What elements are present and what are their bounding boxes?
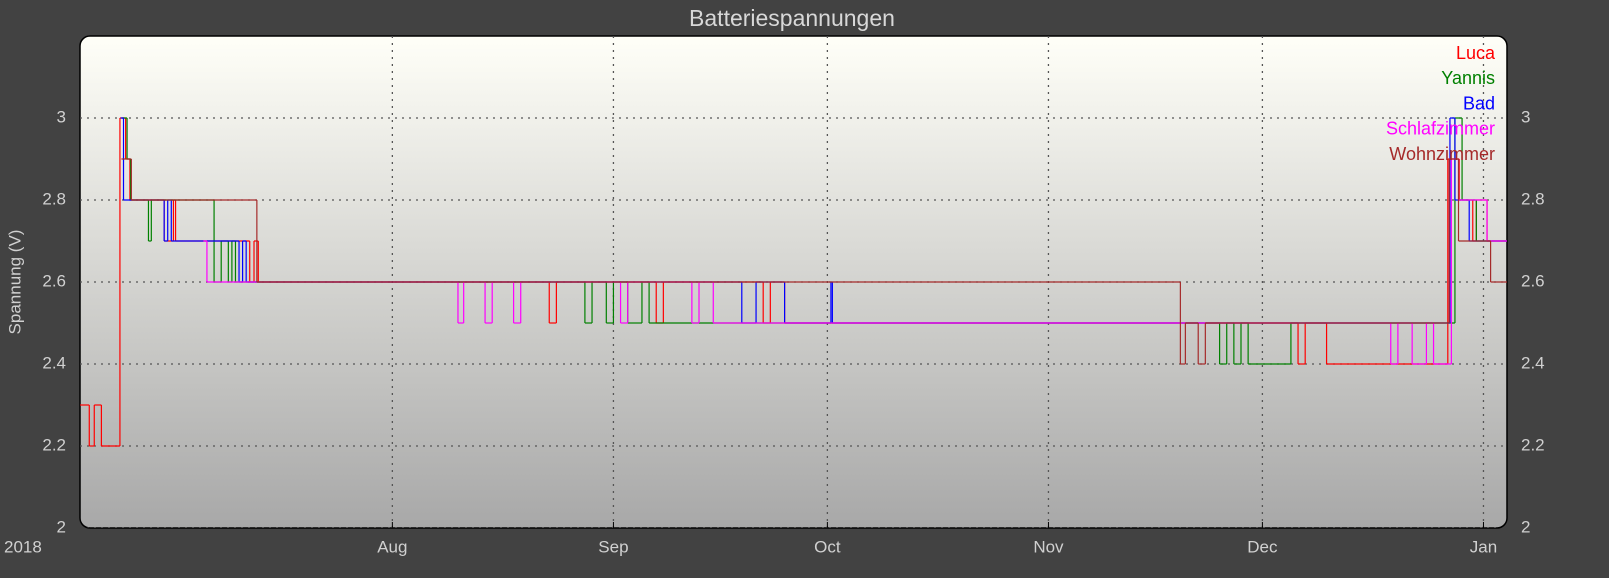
x-year-label: 2018 [4, 537, 42, 556]
y-tick-label: 2.6 [42, 271, 66, 290]
legend-entry: Schlafzimmer [1386, 119, 1495, 139]
y-tick-label: 2.8 [42, 189, 66, 208]
legend-entry: Bad [1463, 93, 1495, 113]
x-tick-label: Oct [814, 537, 841, 556]
legend-entry: Luca [1456, 43, 1496, 63]
x-tick-label: Jan [1470, 537, 1497, 556]
chart-title: Batteriespannungen [689, 5, 895, 31]
y2-tick-label: 2.8 [1521, 189, 1545, 208]
legend-entry: Yannis [1441, 68, 1495, 88]
x-tick-label: Sep [598, 537, 628, 556]
x-tick-label: Nov [1033, 537, 1064, 556]
y2-tick-label: 2 [1521, 517, 1530, 536]
y-tick-label: 2.2 [42, 435, 66, 454]
y2-tick-label: 3 [1521, 107, 1530, 126]
y2-tick-label: 2.2 [1521, 435, 1545, 454]
y-axis-label: Spannung (V) [5, 230, 24, 335]
y-tick-label: 2.4 [42, 353, 66, 372]
y2-tick-label: 2.6 [1521, 271, 1545, 290]
y-tick-label: 3 [57, 107, 66, 126]
y-tick-label: 2 [57, 517, 66, 536]
y2-tick-label: 2.4 [1521, 353, 1545, 372]
x-tick-label: Aug [377, 537, 407, 556]
legend-entry: Wohnzimmer [1389, 144, 1495, 164]
x-tick-label: Dec [1247, 537, 1278, 556]
